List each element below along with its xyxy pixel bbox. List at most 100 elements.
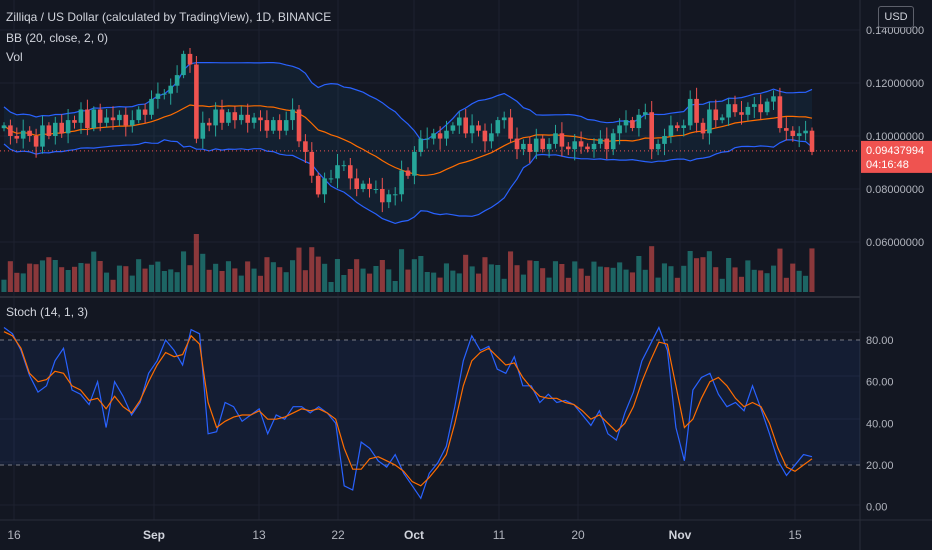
candle [803,120,808,141]
stoch-tick-label: 60.00 [866,377,894,389]
candle [200,111,206,149]
time-tick-label: 15 [788,528,802,542]
volume-bar [392,281,398,292]
candle [604,127,610,160]
candle-body [752,104,757,107]
candle-body [380,189,385,203]
candle-body [373,189,379,190]
candle-body [655,143,661,150]
candle-body [412,151,417,176]
volume-bar [161,271,167,292]
candle-body [623,120,629,126]
candle [777,87,783,133]
volume-bar [533,261,539,292]
candle [630,116,635,132]
candles [1,48,815,213]
volume-bar [277,267,283,292]
bb-indicator-label[interactable]: BB (20, close, 2, 0) [6,31,109,45]
candle-body [444,130,449,139]
volume-bar [193,234,199,292]
candle [553,124,558,149]
candle [14,127,20,144]
price-tick-label: 0.06000000 [866,237,924,249]
volume-bar [751,269,757,292]
candle-body [630,120,635,128]
volume-bar [20,273,26,292]
candle-body [53,122,58,136]
candle-body [1,125,7,129]
volume-bar [283,272,289,292]
vol-indicator-label[interactable]: Vol [6,50,23,64]
candle-body [578,141,584,147]
candle-body [771,96,776,102]
stoch-tick-label: 0.00 [866,502,887,514]
candle-body [206,122,212,126]
bar-countdown: 04:16:48 [866,159,909,171]
candle-body [33,136,39,147]
volume-bar [456,273,462,292]
candle-body [360,183,366,189]
candle-body [527,143,533,152]
candle [341,160,347,171]
volume-bar [367,273,373,292]
volume-bar [469,266,475,292]
candle-body [700,122,706,134]
volume-bar [200,253,206,292]
volume-bar [450,270,456,292]
candle-body [59,122,64,134]
volume-bar [597,266,603,292]
candle [591,138,597,158]
candle-body [675,125,680,128]
volume-bar [437,277,443,292]
candle [566,142,571,156]
volume-bar [501,278,507,292]
stoch-tick-label: 20.00 [866,460,894,472]
volume-bar [681,265,687,292]
volume-bar [7,261,13,292]
volume-bar [719,278,725,292]
candle-body [85,109,90,128]
candle-body [155,93,161,99]
candle-body [803,130,808,134]
candle [540,135,545,153]
volume-bar [72,266,78,292]
candle-body [489,133,494,142]
volume-bar [245,261,251,292]
candle [675,122,680,132]
candle [251,112,257,129]
stoch-indicator-label[interactable]: Stoch (14, 1, 3) [6,305,89,319]
candle [348,158,353,190]
volume-bar [540,268,546,292]
volume-bar [257,275,263,292]
candle [91,106,97,132]
candle [309,142,315,183]
candle-body [110,117,116,121]
volume-bar [790,263,796,292]
bb-fill [4,62,812,224]
candle-body [200,122,206,139]
candle-body [533,138,539,152]
candle [110,106,116,130]
volume-bar [738,276,744,292]
candle-body [335,165,340,179]
candle-body [187,53,193,65]
candle [40,115,45,154]
candle [206,118,212,132]
candle-body [296,109,302,142]
volume-bar [636,256,642,292]
currency-button[interactable]: USD [878,6,914,28]
candle [643,103,648,120]
volume-bar [418,256,424,292]
candle [636,109,642,137]
candle [271,116,276,134]
candle [617,118,622,145]
stoch-tick-label: 40.00 [866,418,894,430]
volume-bar [341,275,347,292]
candle [489,123,494,149]
price-tick-label: 0.12000000 [866,78,924,90]
candle [181,50,186,79]
volume-bar [565,277,571,292]
candle [572,134,577,161]
candle [315,172,321,198]
